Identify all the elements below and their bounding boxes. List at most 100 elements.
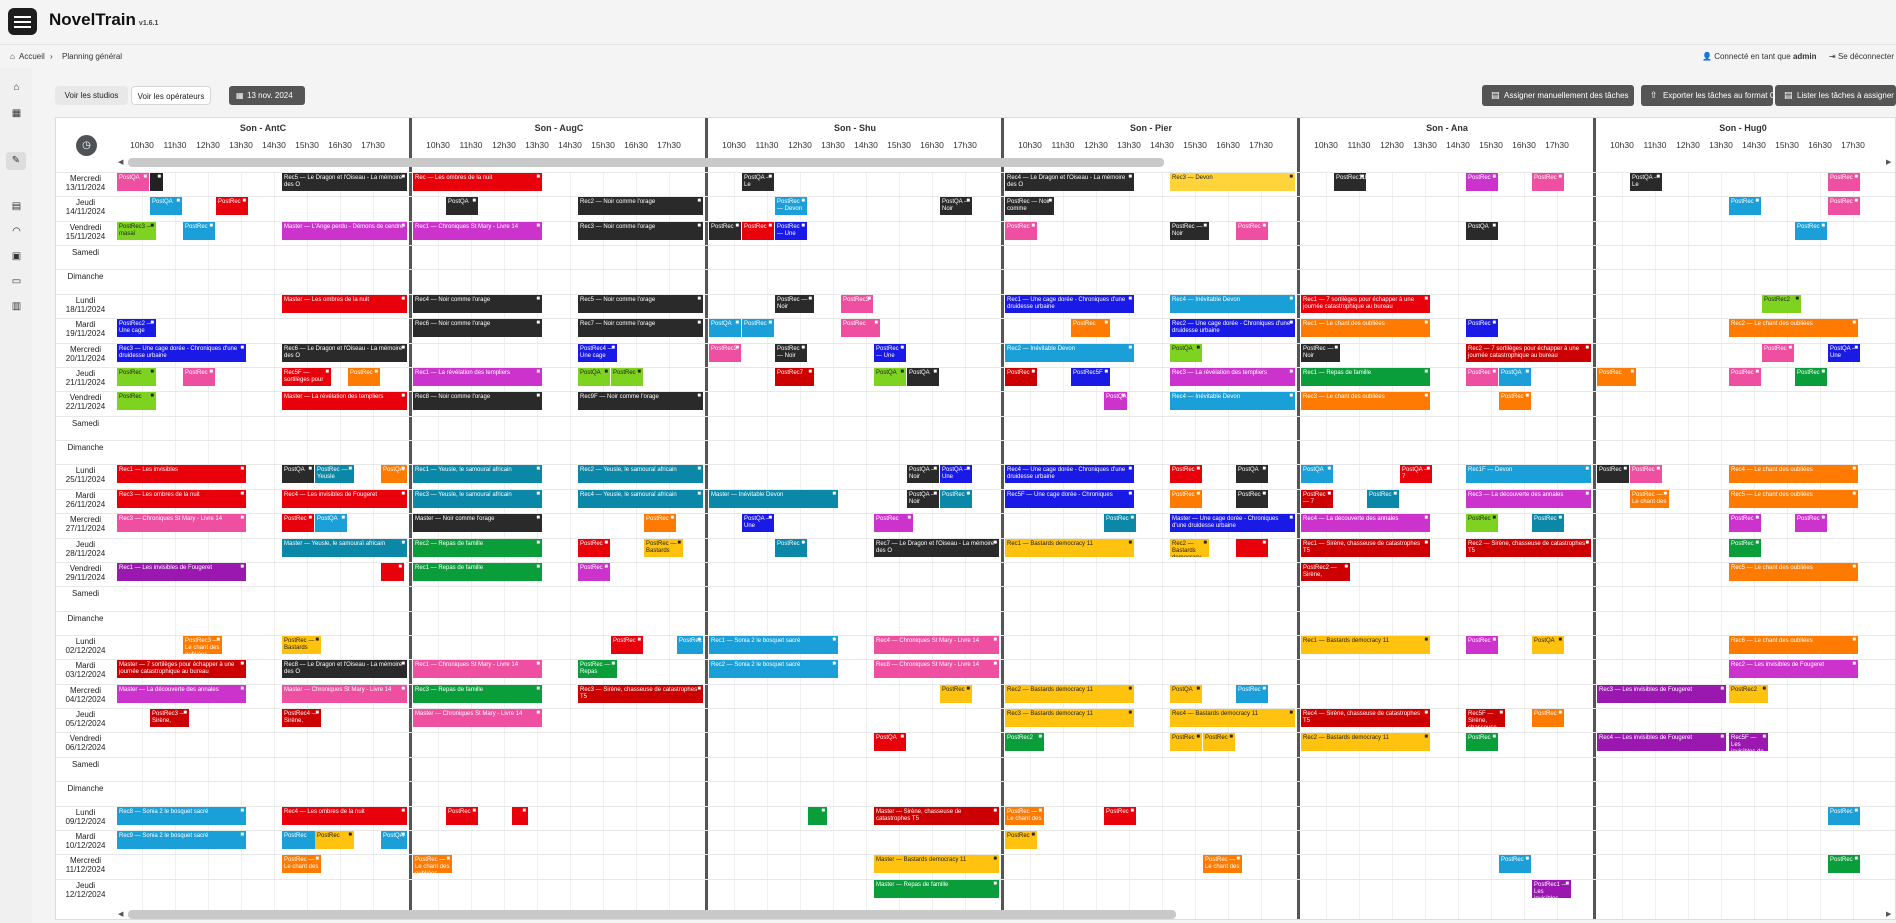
task-block[interactable]: Master — Chroniques St Mary - Livre 14 ■	[282, 685, 407, 703]
task-block[interactable]: Rec1 — Repas de famille ■	[1301, 368, 1430, 386]
task-block[interactable]: Rec3 — Chroniques St Mary - Livre 14 ■	[117, 514, 246, 532]
task-block[interactable]: Master — 7 sortilèges pour échapper à un…	[117, 660, 246, 678]
task-block[interactable]: Rec1 — 7 sortilèges pour échapper à une …	[1301, 295, 1430, 313]
task-block[interactable]: Rec4 — Le chant des oubliées ■	[1729, 465, 1858, 483]
task-block[interactable]: Master — Inévitable Devon ■	[709, 490, 838, 508]
task-block[interactable]: Rec4 — Sirène, chasseuse de catastrophes…	[1301, 709, 1430, 727]
view-studios-button[interactable]: Voir les studios	[55, 86, 128, 105]
task-block[interactable]: PostRec■	[282, 514, 314, 532]
task-block[interactable]: Master — Les ombres de la nuit ■	[282, 295, 407, 313]
task-block[interactable]: PostQA ■	[381, 831, 407, 849]
menu-icon[interactable]	[8, 8, 37, 35]
task-block[interactable]: Rec1 — La révélation des templiers ■	[413, 368, 542, 386]
task-block[interactable]: PostRec3 — masaï ■	[117, 222, 156, 240]
task-block[interactable]: PostRec2 — Sirène, ■	[1301, 563, 1350, 581]
task-block[interactable]: Rec9 — Sonia 2 le bosquet sacré ■	[117, 831, 246, 849]
task-block[interactable]: PostRec■	[1597, 465, 1629, 483]
task-block[interactable]: PostRec — Une ■	[775, 222, 807, 240]
task-block[interactable]: PostRec — Le chant des ■	[1630, 490, 1669, 508]
task-block[interactable]: PostQA ■	[315, 514, 347, 532]
task-block[interactable]: PostRec■	[644, 514, 676, 532]
task-block[interactable]: Rec3 — Noir comme l'orage ■	[578, 222, 703, 240]
task-block[interactable]: Rec3 — Yeusle, le samouraï africain ■	[413, 490, 542, 508]
calendar-icon[interactable]: ▦	[11, 108, 22, 119]
task-block[interactable]: PostRec■	[1532, 514, 1564, 532]
task-block[interactable]: PostQA ■	[150, 197, 182, 215]
task-block[interactable]: PostQA — Une ■	[1828, 344, 1860, 362]
task-block[interactable]: Master — Noir comme l'orage ■	[413, 514, 542, 532]
task-block[interactable]: Rec5F — Les invisibles de■	[1729, 733, 1768, 751]
task-block[interactable]: Rec4 — Les ombres de la nuit ■	[282, 807, 407, 825]
task-block[interactable]: Rec3 — Bastards democracy 11 ■	[1005, 709, 1134, 727]
task-block[interactable]: PostRec — Une ■	[874, 344, 906, 362]
task-block[interactable]: Rec2 — Le chant des oubliées ■	[1729, 319, 1858, 337]
planning-icon[interactable]: ✎	[6, 152, 26, 170]
task-block[interactable]: PostRec■	[117, 392, 156, 410]
task-block[interactable]: PostRec■	[709, 222, 741, 240]
task-block[interactable]: PostRec■	[1795, 514, 1827, 532]
task-block[interactable]: Rec4 — Yeusle, le samouraï africain ■	[578, 490, 703, 508]
task-block[interactable]: PostRec■	[1170, 465, 1202, 483]
task-block[interactable]: PostRec — 7 ■	[1301, 490, 1333, 508]
task-block[interactable]: PostRec — Repas ■	[578, 660, 617, 678]
task-block[interactable]: PostRec■	[1795, 222, 1827, 240]
task-block[interactable]: Rec4 — Une cage dorée - Chroniques d'une…	[1005, 465, 1134, 483]
task-block[interactable]: Master — La révélation des templiers ■	[282, 392, 407, 410]
task-block[interactable]: Rec2 — 7 sortilèges pour échapper à une …	[1466, 344, 1591, 362]
breadcrumb-home[interactable]: Accueil	[19, 52, 45, 61]
task-block[interactable]: Rec8 — Noir comme l'orage ■	[413, 392, 542, 410]
task-block[interactable]: Rec8 — Chroniques St Mary - Livre 14 ■	[874, 660, 999, 678]
task-block[interactable]: PostQA ■	[117, 173, 149, 191]
task-block[interactable]: PostQA ■	[1532, 636, 1564, 654]
view-operators-button[interactable]: Voir les opérateurs	[131, 86, 211, 105]
task-block[interactable]: PostRec■	[1729, 539, 1761, 557]
task-block[interactable]: ■	[808, 807, 827, 825]
task-block[interactable]: PostRec4 — Sirène, ■	[282, 709, 321, 727]
task-block[interactable]: Rec5F — Sirène, chasseuse de■	[1466, 709, 1505, 727]
task-block[interactable]: PostRec■	[1005, 222, 1037, 240]
scroll-left-arrow[interactable]: ◀	[118, 911, 124, 918]
task-block[interactable]: PostRec■	[315, 831, 354, 849]
task-block[interactable]: PostQA ■	[907, 368, 939, 386]
task-block[interactable]: PostRec■	[1828, 807, 1860, 825]
task-block[interactable]: PostRec■	[1466, 514, 1498, 532]
task-block[interactable]: PostRec■	[874, 514, 913, 532]
task-block[interactable]: Rec3 — Devon ■	[1170, 173, 1295, 191]
task-block[interactable]: PostRec■	[1828, 855, 1860, 873]
task-block[interactable]: Rec5 — Le chant des oubliées ■	[1729, 563, 1858, 581]
task-block[interactable]: PostQA ■	[709, 319, 741, 337]
task-block[interactable]: PostRec■	[1104, 514, 1136, 532]
task-block[interactable]: Rec1 — Une cage dorée - Chroniques d'une…	[1005, 295, 1134, 313]
task-block[interactable]: PostQA ■	[1301, 465, 1333, 483]
task-block[interactable]: Master — Une cage dorée - Chroniques d'u…	[1170, 514, 1295, 532]
task-block[interactable]: ■	[381, 563, 404, 581]
task-block[interactable]: PostQA ■	[282, 465, 314, 483]
task-block[interactable]: PostRec■	[1071, 319, 1110, 337]
task-block[interactable]: PostRec■	[841, 319, 880, 337]
task-block[interactable]: PostRec■	[1236, 222, 1268, 240]
task-block[interactable]: PostRec — Le chant des ■	[1203, 855, 1242, 873]
task-block[interactable]: Rec2 — Inévitable Devon ■	[1005, 344, 1134, 362]
task-block[interactable]: Rec2 — Repas de famille ■	[413, 539, 542, 557]
task-block[interactable]: PostRec3 ■	[841, 295, 873, 313]
task-block[interactable]: Rec2 — Une cage dorée - Chroniques d'une…	[1170, 319, 1295, 337]
task-block[interactable]: Rec4 — Inévitable Devon ■	[1170, 392, 1295, 410]
task-block[interactable]: PostQA ■	[1236, 465, 1268, 483]
home-icon[interactable]: ⌂	[13, 82, 20, 93]
task-block[interactable]: PostRec■	[1499, 855, 1531, 873]
task-block[interactable]: Rec3 — Sirène, chasseuse de catastrophes…	[578, 685, 703, 703]
task-block[interactable]: PostRec■	[1729, 197, 1761, 215]
task-block[interactable]: Master — L'Ange perdu - Démons de cendre…	[282, 222, 407, 240]
task-block[interactable]: Rec3 — Une cage dorée - Chroniques d'une…	[117, 344, 246, 362]
home-icon[interactable]: ⌂	[10, 52, 15, 61]
task-block[interactable]: PostRec■	[117, 368, 156, 386]
logout-link[interactable]: ⇥ Se déconnecter	[1829, 52, 1894, 61]
task-block[interactable]: PostQA ■	[1104, 392, 1127, 410]
task-block[interactable]: PostRec1 — Les invisibles■	[1532, 880, 1571, 898]
task-block[interactable]: PostQA ■	[1499, 368, 1531, 386]
task-block[interactable]: PostRec■	[1828, 197, 1860, 215]
task-block[interactable]: PostRec — Noir ■	[1301, 344, 1340, 362]
task-block[interactable]: PostRec■	[1236, 490, 1268, 508]
task-block[interactable]: Rec1 — Bastards democracy 11 ■	[1005, 539, 1134, 557]
task-block[interactable]: Rec2 — Noir comme l'orage ■	[578, 197, 703, 215]
